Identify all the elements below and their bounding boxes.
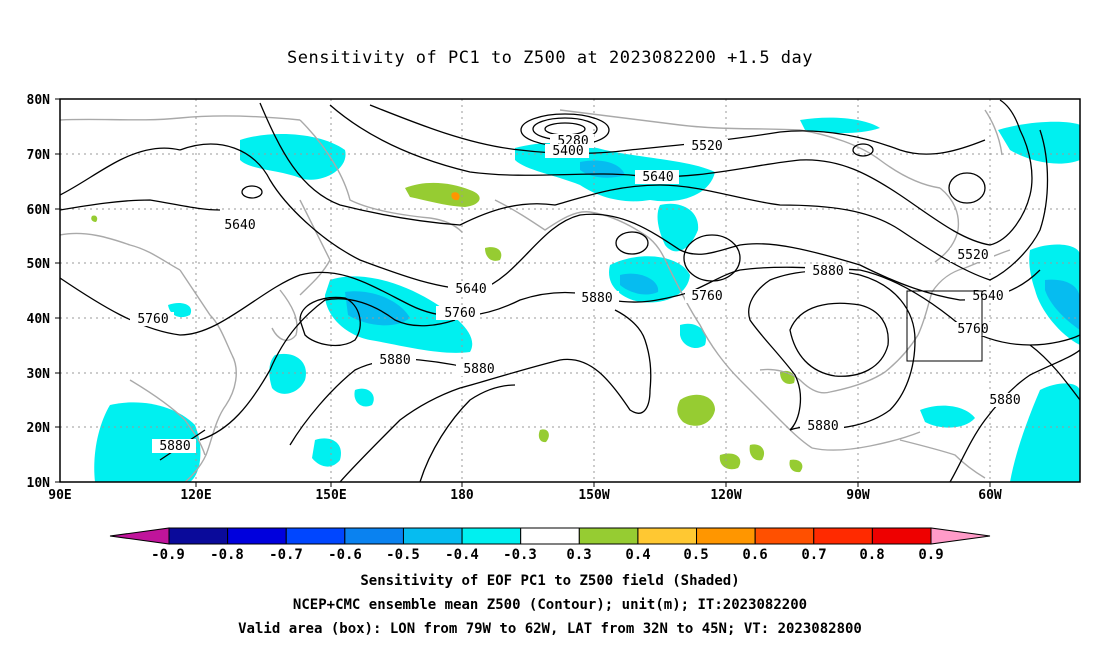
contour-label: 5400 [552, 144, 583, 159]
lon-label: 90E [48, 488, 71, 503]
lat-label: 50N [27, 257, 51, 272]
contour-label: 5640 [972, 289, 1003, 304]
colorbar-cell [637, 527, 698, 545]
lat-label: 70N [27, 148, 51, 163]
colorbar-cell [168, 527, 229, 545]
colorbar-cell [696, 527, 756, 545]
colorbar-label: 0.6 [742, 547, 767, 563]
lat-label: 30N [27, 367, 51, 382]
map-panel: 5280 5400 5520 5640 5640 5640 5760 5760 … [27, 93, 1081, 503]
colorbar-label: 0.3 [566, 547, 591, 563]
contour-label: 5880 [159, 439, 190, 454]
lat-label: 20N [27, 421, 51, 436]
colorbar-label: -0.9 [151, 547, 185, 563]
lat-label: 60N [27, 203, 51, 218]
colorbar-high-arrow [930, 527, 991, 545]
lon-label: 180 [450, 488, 474, 503]
colorbar-cell [754, 527, 815, 545]
colorbar-label: -0.7 [269, 547, 303, 563]
latitude-axis: 80N 70N 60N 50N 40N 30N 20N 10N [27, 93, 60, 491]
valid-area-box [906, 290, 983, 362]
contour-label: 5520 [691, 139, 722, 154]
lon-label: 120W [710, 488, 741, 503]
longitude-axis: 90E 120E 150E 180 150W 120W 90W 60W [48, 482, 1002, 503]
map-frame [59, 98, 1081, 483]
contour-label: 5880 [989, 393, 1020, 408]
colorbar-cell [578, 527, 639, 545]
colorbar-label: -0.8 [210, 547, 244, 563]
contour-label: 5880 [812, 264, 843, 279]
colorbar-labels: -0.9 -0.8 -0.7 -0.6 -0.5 -0.4 -0.3 0.3 0… [151, 547, 944, 563]
lon-label: 150W [578, 488, 609, 503]
colorbar-cell [871, 527, 932, 545]
lon-label: 150E [315, 488, 346, 503]
lat-label: 10N [27, 476, 51, 491]
graticule [60, 99, 1080, 482]
lat-label: 40N [27, 312, 51, 327]
colorbar: -0.9 -0.8 -0.7 -0.6 -0.5 -0.4 -0.3 0.3 0… [109, 527, 991, 563]
contour-label: 5760 [137, 312, 168, 327]
colorbar-label: 0.9 [918, 547, 943, 563]
colorbar-label: -0.6 [328, 547, 362, 563]
colorbar-cell [461, 527, 522, 545]
contour-labels: 5280 5400 5520 5640 5640 5640 5760 5760 … [130, 134, 1026, 454]
colorbar-cell [520, 527, 580, 545]
colorbar-cell [227, 527, 287, 545]
contour-label: 5880 [581, 291, 612, 306]
caption-line-3: Valid area (box): LON from 79W to 62W, L… [238, 621, 862, 637]
colorbar-label: 0.4 [625, 547, 650, 563]
colorbar-label: -0.4 [445, 547, 479, 563]
contour-label: 5640 [642, 170, 673, 185]
contour-label: 5640 [455, 282, 486, 297]
colorbar-label: -0.5 [386, 547, 420, 563]
caption-line-1: Sensitivity of EOF PC1 to Z500 field (Sh… [360, 573, 740, 589]
contour-label: 5760 [444, 306, 475, 321]
contour-label: 5880 [463, 362, 494, 377]
colorbar-label: 0.5 [683, 547, 708, 563]
colorbar-cell [813, 527, 873, 545]
contour-label: 5760 [691, 289, 722, 304]
sensitivity-shading [91, 117, 1080, 482]
contour-label: 5880 [379, 353, 410, 368]
contour-label: 5760 [957, 322, 988, 337]
colorbar-low-arrow [109, 527, 170, 545]
contour-label: 5520 [957, 248, 988, 263]
colorbar-cells [168, 527, 932, 545]
lat-label: 80N [27, 93, 51, 108]
colorbar-label: 0.7 [801, 547, 826, 563]
lon-label: 90W [846, 488, 870, 503]
colorbar-label: 0.8 [859, 547, 884, 563]
lon-label: 120E [180, 488, 211, 503]
colorbar-cell [285, 527, 346, 545]
contour-label: 5640 [224, 218, 255, 233]
caption-line-2: NCEP+CMC ensemble mean Z500 (Contour); u… [292, 597, 808, 613]
map-title: Sensitivity of PC1 to Z500 at 2023082200… [286, 48, 813, 68]
lon-label: 60W [978, 488, 1002, 503]
coastlines [60, 109, 1011, 482]
colorbar-label: -0.3 [503, 547, 537, 563]
colorbar-cell [344, 527, 404, 545]
contour-label: 5880 [807, 419, 838, 434]
colorbar-cell [402, 527, 463, 545]
